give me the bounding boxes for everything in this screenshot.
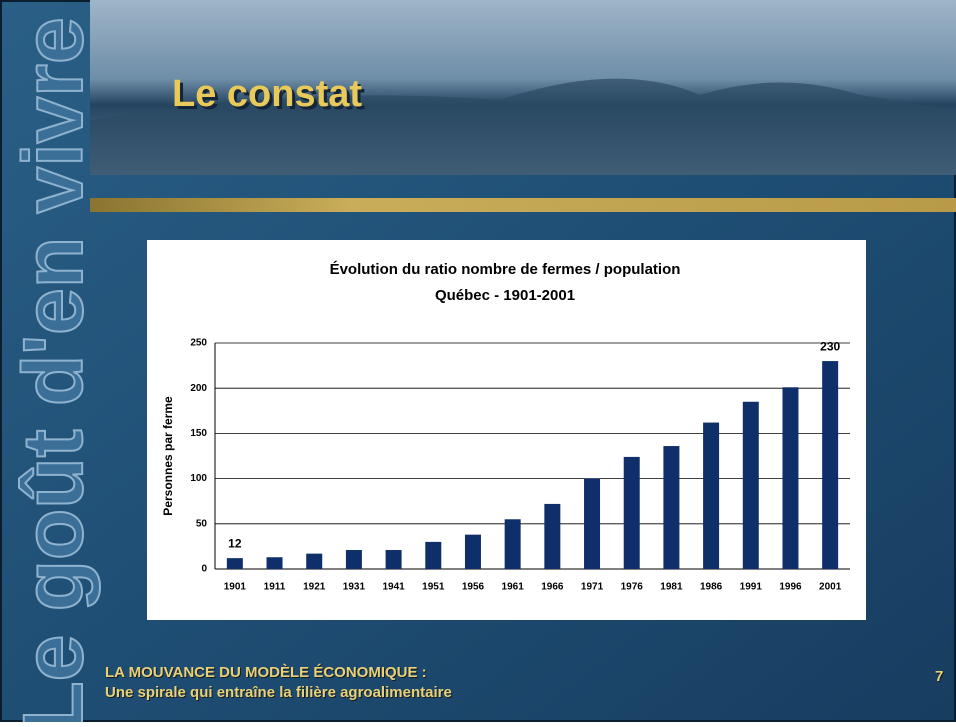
data-label: 230: [820, 339, 840, 353]
x-tick-label: 1976: [621, 582, 644, 593]
landscape: [90, 78, 956, 175]
bar: [544, 503, 561, 569]
bar: [703, 422, 720, 569]
x-tick-label: 1991: [740, 582, 763, 593]
y-tick-label: 200: [190, 383, 207, 394]
x-tick-label: 2001: [819, 582, 842, 593]
x-tick-label: 1956: [462, 582, 485, 593]
x-tick-label: 1951: [422, 582, 445, 593]
bar: [345, 550, 362, 569]
footer-line: LA MOUVANCE DU MODÈLE ÉCONOMIQUE :: [105, 664, 427, 681]
x-tick-label: 1941: [382, 582, 405, 593]
bar: [663, 446, 680, 569]
x-tick-label: 1921: [303, 582, 326, 593]
bar: [266, 557, 283, 569]
chart-subtitle: Québec - 1901-2001: [435, 287, 575, 304]
gold-band: [90, 198, 956, 212]
data-label: 12: [228, 536, 242, 550]
page-number: 7: [935, 668, 943, 685]
y-tick-label: 250: [190, 338, 207, 349]
bar: [385, 550, 402, 569]
x-tick-label: 1961: [502, 582, 525, 593]
slide-title: Le constat: [172, 73, 362, 115]
bar: [425, 541, 442, 569]
y-tick-label: 150: [190, 428, 207, 439]
y-tick-label: 50: [196, 518, 208, 529]
x-tick-label: 1986: [700, 582, 723, 593]
footer-line: Une spirale qui entraîne la filière agro…: [105, 684, 452, 701]
footer-shadow: LA MOUVANCE DU MODÈLE ÉCONOMIQUE :: [106, 665, 428, 682]
x-tick-label: 1931: [343, 582, 366, 593]
bar: [306, 553, 323, 569]
bar: [464, 534, 481, 569]
bar: [623, 456, 640, 569]
chart-title: Évolution du ratio nombre de fermes / po…: [330, 261, 681, 278]
title-shadow: Le constat: [175, 76, 365, 118]
x-tick-label: 1996: [779, 582, 802, 593]
bar: [782, 387, 799, 569]
x-tick-label: 1901: [224, 582, 247, 593]
bar: [504, 519, 521, 569]
bar: [742, 401, 759, 569]
x-tick-label: 1911: [264, 582, 286, 593]
page-number-shadow: 7: [936, 669, 944, 686]
x-tick-label: 1981: [660, 582, 683, 593]
y-tick-label: 100: [190, 473, 207, 484]
bar: [584, 478, 601, 569]
x-tick-label: 1971: [581, 582, 604, 593]
y-tick-label: 0: [201, 564, 207, 575]
side-text: Le goût d'en vivre: [6, 17, 100, 722]
footer-shadow: Une spirale qui entraîne la filière agro…: [106, 685, 453, 702]
bar: [226, 558, 243, 569]
bar: [822, 361, 839, 569]
x-tick-label: 1966: [541, 582, 564, 593]
y-axis-label: Personnes par ferme: [161, 396, 175, 516]
